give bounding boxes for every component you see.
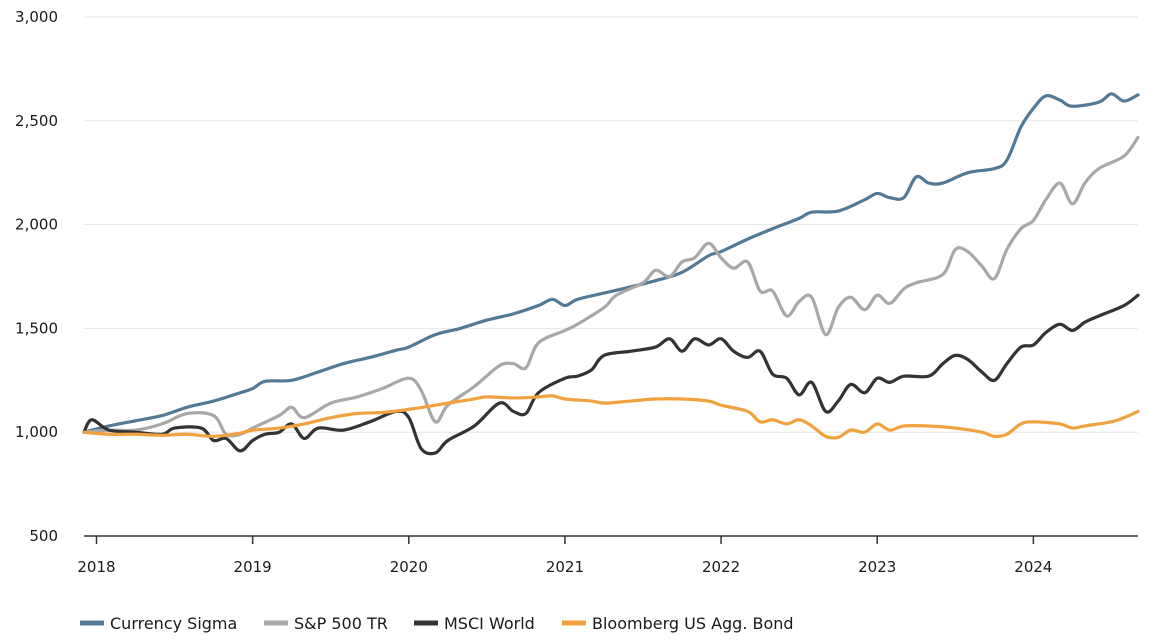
legend-label: Bloomberg US Agg. Bond — [592, 614, 794, 633]
x-tick-label: 2023 — [858, 558, 896, 576]
x-tick-labels: 2018 2019 2020 2021 2022 2023 2024 — [77, 536, 1052, 576]
x-tick-label: 2018 — [77, 558, 115, 576]
legend-label: Currency Sigma — [110, 614, 237, 633]
y-tick-label: 3,000 — [15, 8, 58, 26]
series-lines — [82, 92, 1140, 456]
gridlines — [84, 16, 1138, 433]
series-line-msci-world — [82, 293, 1140, 456]
x-tick-label: 2019 — [234, 558, 272, 576]
legend-label: MSCI World — [444, 614, 535, 633]
y-tick-label: 500 — [29, 527, 58, 545]
series-line-s-p-500-tr — [82, 135, 1140, 438]
series-line-bloomberg-us-agg-bond — [82, 394, 1140, 440]
legend-label: S&P 500 TR — [294, 614, 388, 633]
series-line-currency-sigma — [82, 92, 1140, 434]
legend: Currency Sigma S&P 500 TR MSCI World Bloomb… — [80, 614, 794, 633]
y-tick-labels: 3,000 2,500 2,000 1,500 1,000 500 — [15, 8, 58, 545]
y-tick-label: 1,500 — [15, 319, 58, 337]
y-tick-label: 1,000 — [15, 423, 58, 441]
x-tick-label: 2020 — [390, 558, 428, 576]
y-tick-label: 2,000 — [15, 216, 58, 234]
x-tick-label: 2022 — [702, 558, 740, 576]
x-tick-label: 2024 — [1014, 558, 1052, 576]
y-tick-label: 2,500 — [15, 112, 58, 130]
x-tick-label: 2021 — [546, 558, 584, 576]
